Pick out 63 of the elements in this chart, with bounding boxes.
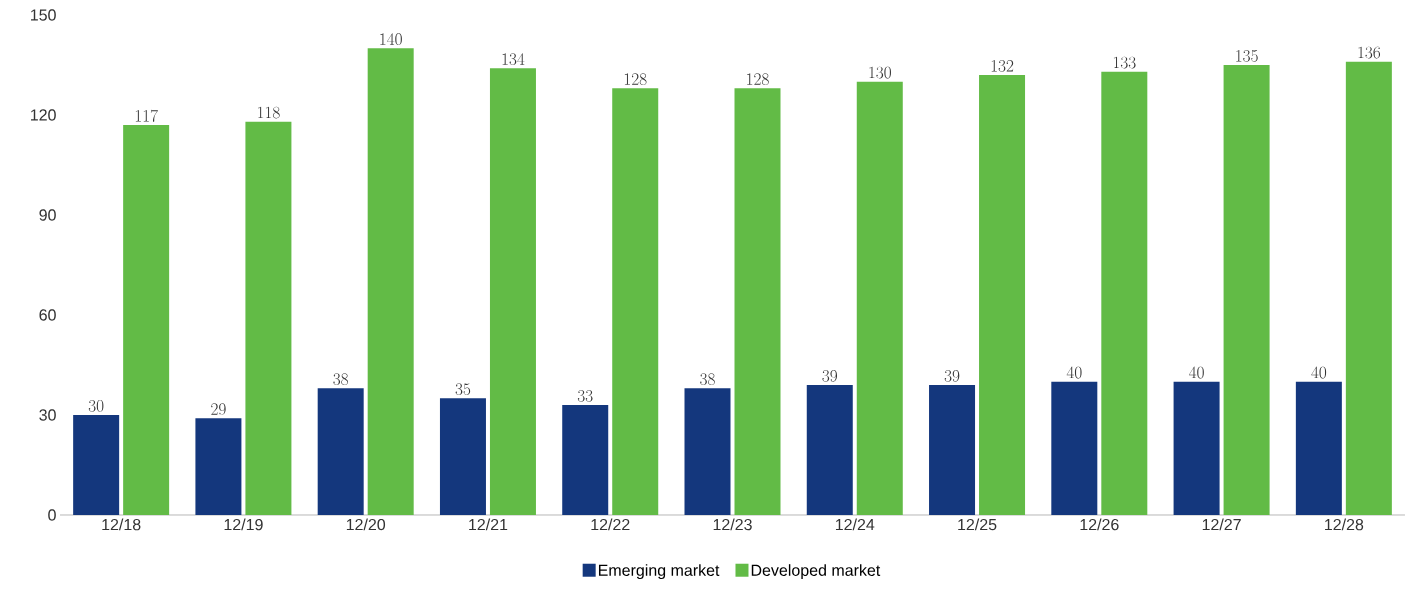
- x-tick-label: 12/18: [102, 518, 141, 531]
- legend-label: Emerging market: [598, 564, 720, 580]
- bar: [856, 81, 903, 515]
- bar: [806, 384, 853, 515]
- bar: [979, 74, 1026, 515]
- bar: [1101, 71, 1148, 515]
- data-label: 40: [1189, 366, 1204, 379]
- data-label: 128: [747, 73, 769, 86]
- bar: [489, 68, 536, 515]
- data-label: 38: [700, 373, 715, 386]
- data-label: 30: [88, 400, 104, 412]
- x-tick-label: 12/23: [713, 518, 752, 531]
- y-tick-label: 60: [39, 309, 56, 321]
- bar: [1173, 381, 1220, 515]
- bar: [1345, 61, 1392, 515]
- x-tick-label: 12/19: [224, 518, 263, 531]
- y-tick-label: 120: [31, 109, 56, 121]
- data-label: 134: [502, 53, 525, 66]
- x-tick-label: 12/20: [346, 518, 386, 531]
- bar: [1295, 381, 1342, 515]
- data-label: 35: [455, 383, 471, 396]
- bar: [562, 404, 609, 515]
- x-tick-label: 12/25: [958, 518, 997, 531]
- bar: [317, 388, 364, 515]
- bar: [1223, 64, 1270, 515]
- bar: [1051, 381, 1098, 515]
- bar: [73, 414, 120, 515]
- bar: [612, 88, 659, 515]
- bar: [734, 88, 781, 515]
- data-label: 135: [1236, 50, 1258, 62]
- data-label: 38: [333, 373, 349, 386]
- bar: [929, 384, 976, 515]
- data-label: 39: [944, 370, 960, 382]
- y-tick-label: 0: [48, 509, 56, 521]
- bar: [367, 48, 414, 515]
- data-label: 136: [1358, 46, 1381, 59]
- legend-label: Developed market: [751, 564, 881, 580]
- bar: [195, 418, 242, 515]
- data-label: 29: [211, 403, 226, 416]
- data-label: 40: [1311, 366, 1327, 379]
- data-label: 132: [991, 60, 1014, 72]
- data-label: 130: [869, 66, 891, 79]
- data-label: 39: [822, 370, 838, 382]
- data-label: 133: [1113, 56, 1136, 69]
- x-tick-label: 12/21: [469, 518, 508, 531]
- data-label: 128: [624, 73, 647, 86]
- bar: [684, 388, 731, 515]
- x-tick-label: 12/24: [835, 518, 875, 531]
- y-tick-label: 90: [39, 209, 56, 221]
- data-label: 117: [135, 109, 158, 122]
- bar: [123, 124, 170, 515]
- data-label: 33: [577, 390, 593, 402]
- data-label: 40: [1066, 366, 1082, 379]
- x-tick-label: 12/22: [591, 518, 630, 531]
- y-tick-label: 150: [31, 9, 56, 21]
- data-label: 118: [258, 106, 280, 119]
- x-tick-label: 12/26: [1080, 518, 1119, 531]
- data-label: 140: [380, 33, 402, 46]
- bar: [245, 121, 292, 515]
- x-tick-label: 12/28: [1325, 518, 1364, 531]
- y-tick-label: 30: [39, 409, 56, 421]
- bar: [439, 398, 486, 515]
- x-tick-label: 12/27: [1202, 518, 1241, 531]
